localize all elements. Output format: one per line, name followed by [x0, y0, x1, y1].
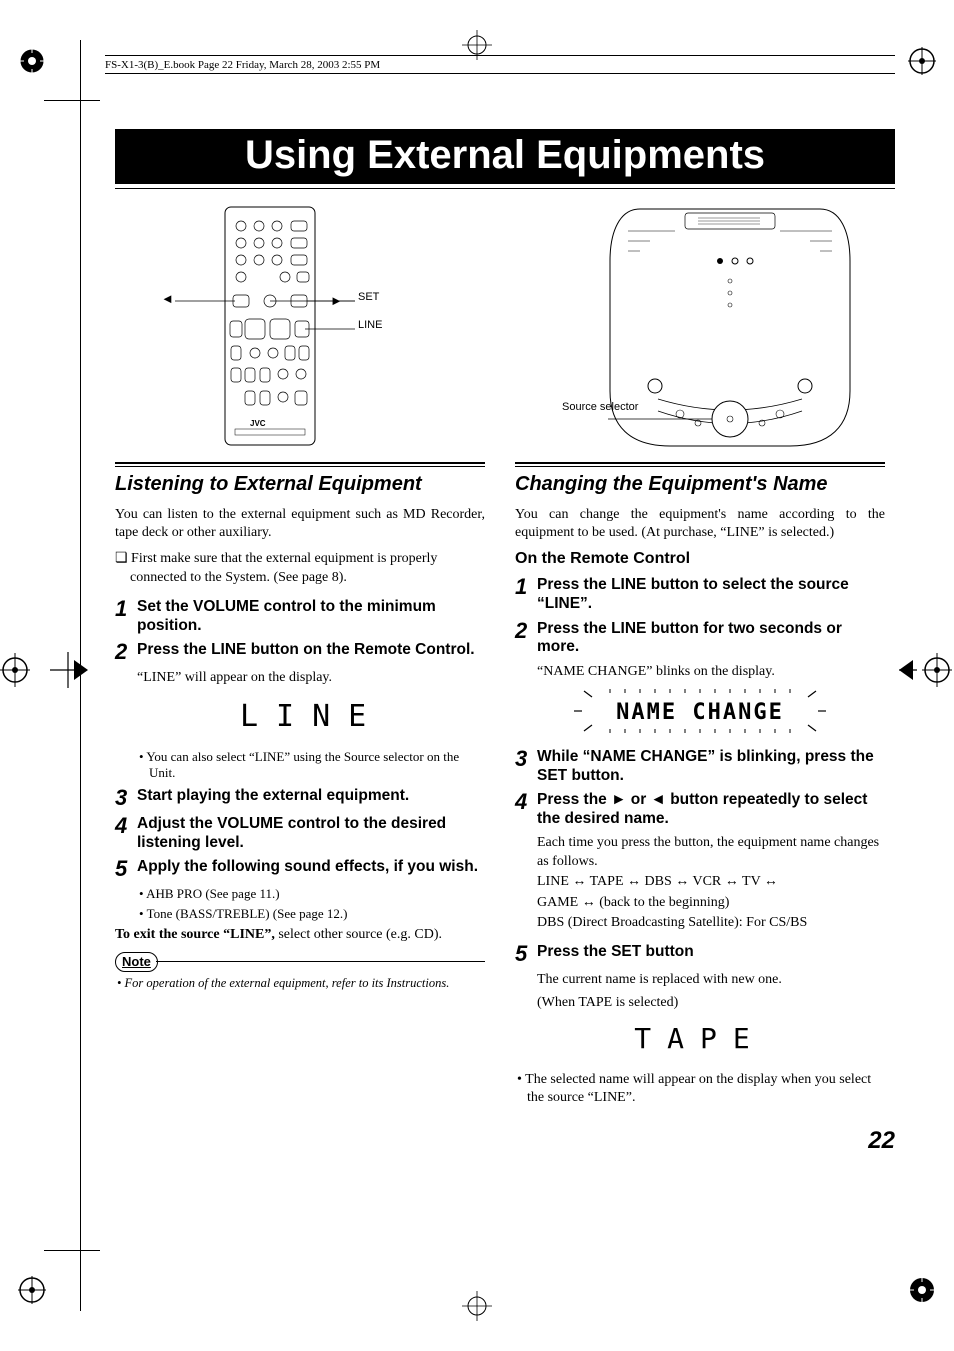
r-step-1: Press the LINE button to select the sour…: [537, 576, 885, 613]
crop-mark-top-right: [908, 47, 936, 75]
crop-line-l2: [44, 1250, 100, 1251]
page-number: 22: [115, 1127, 895, 1155]
step-3: Start playing the external equipment.: [137, 787, 485, 809]
r-step-4: Press the ► or ◄ button repeatedly to se…: [537, 791, 885, 828]
r-step-4-seq3: DBS (Direct Broadcasting Satellite): For…: [537, 914, 885, 933]
crop-mark-bottom-right: [908, 1276, 936, 1304]
crop-line-l1: [44, 100, 100, 101]
step-4: Adjust the VOLUME control to the desired…: [137, 815, 485, 852]
display-tape: TAPE: [515, 1020, 885, 1061]
r-step-2: Press the LINE button for two seconds or…: [537, 620, 885, 657]
r-step-5-sub2: (When TAPE is selected): [537, 994, 885, 1012]
display-line: LINE: [115, 696, 485, 739]
right-column: Changing the Equipment's Name You can ch…: [515, 462, 885, 1107]
r-step-4-seq1: LINE ↔ TAPE ↔ DBS ↔ VCR ↔ TV ↔: [537, 873, 885, 892]
step-5-b1: • AHB PRO (See page 11.): [149, 886, 485, 902]
r-step-2-sub: “NAME CHANGE” blinks on the display.: [537, 663, 885, 681]
callout-source-selector: Source selector: [562, 401, 638, 413]
page-header-text: FS-X1-3(B)_E.book Page 22 Friday, March …: [105, 59, 895, 74]
r-step-4-sub: Each time you press the button, the equi…: [537, 834, 885, 870]
note-label: Note: [115, 952, 158, 972]
exit-source: To exit the source “LINE”, select other …: [115, 926, 485, 944]
main-unit-figure: Source selector: [520, 201, 875, 456]
r-step-4-seq2: GAME ↔ (back to the beginning): [537, 894, 885, 913]
svg-text:JVC: JVC: [250, 419, 266, 428]
left-column: Listening to External Equipment You can …: [115, 462, 485, 1107]
callout-set: SET: [358, 291, 379, 303]
svg-text:LINE: LINE: [240, 699, 384, 734]
callout-left: ◄: [161, 291, 174, 307]
step-2: Press the LINE button on the Remote Cont…: [137, 641, 485, 663]
reg-mark-left: [0, 650, 90, 695]
intro-changing: You can change the equipment's name acco…: [515, 506, 885, 542]
intro-listening: You can listen to the external equipment…: [115, 506, 485, 542]
step-5-b2: • Tone (BASS/TREBLE) (See page 12.): [149, 906, 485, 922]
callout-line: LINE: [358, 319, 382, 331]
remote-control-figure: JVC SET LINE ◄ ►: [115, 201, 465, 456]
step-2-sub: “LINE” will appear on the display.: [137, 669, 485, 687]
r-step-5: Press the SET button: [537, 943, 885, 965]
prep-note: ❏ First make sure that the external equi…: [115, 550, 485, 588]
callout-right: ►: [330, 293, 343, 309]
reg-mark-right: [899, 650, 954, 695]
crop-mark-bottom-left: [18, 1276, 46, 1304]
display-name-change: NAME CHANGE: [515, 689, 885, 738]
bottom-bullet: • The selected name will appear on the d…: [515, 1071, 885, 1107]
step-2-bullet: • You can also select “LINE” using the S…: [149, 749, 485, 782]
page-content: FS-X1-3(B)_E.book Page 22 Friday, March …: [115, 55, 905, 1155]
crop-mark-top-left: [18, 47, 46, 75]
reg-mark-bottom: [462, 1291, 492, 1326]
r-step-3: While “NAME CHANGE” is blinking, press t…: [537, 748, 885, 785]
step-1: Set the VOLUME control to the minimum po…: [137, 598, 485, 635]
r-step-5-sub1: The current name is replaced with new on…: [537, 971, 885, 989]
section-title-changing: Changing the Equipment's Name: [515, 473, 885, 496]
page-title: Using External Equipments: [115, 129, 895, 184]
svg-text:TAPE: TAPE: [634, 1022, 765, 1055]
step-5: Apply the following sound effects, if yo…: [137, 858, 485, 880]
section-title-listening: Listening to External Equipment: [115, 473, 485, 496]
crop-line-left: [80, 40, 81, 1311]
svg-text:NAME CHANGE: NAME CHANGE: [616, 700, 784, 725]
subhead-remote: On the Remote Control: [515, 550, 885, 568]
note-text: • For operation of the external equipmen…: [115, 976, 485, 992]
